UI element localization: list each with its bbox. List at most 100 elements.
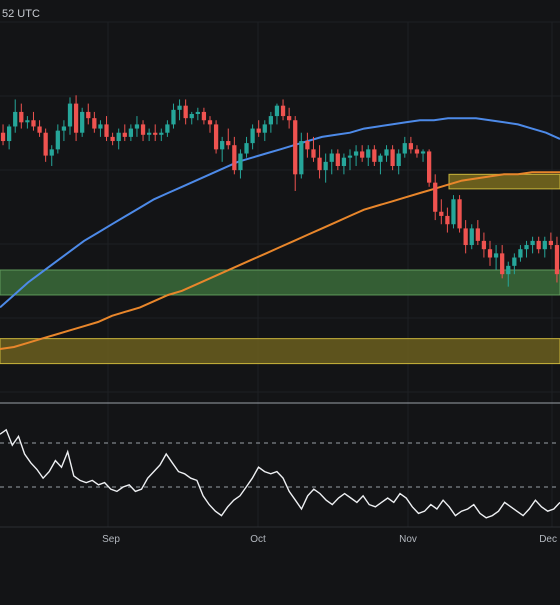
- candle: [232, 136, 237, 175]
- candle: [128, 124, 133, 142]
- candle: [238, 149, 243, 179]
- candle: [329, 149, 334, 175]
- candle: [98, 120, 103, 137]
- candle: [280, 99, 286, 121]
- price-zones: [0, 173, 560, 365]
- candle: [347, 149, 353, 171]
- candle: [402, 136, 407, 158]
- candle: [226, 128, 231, 150]
- candle: [165, 120, 170, 137]
- candle: [463, 220, 468, 254]
- candle: [213, 120, 219, 154]
- candle: [548, 232, 553, 250]
- candle: [134, 116, 140, 137]
- candle: [341, 153, 347, 175]
- candle: [396, 149, 401, 175]
- candle: [414, 145, 420, 158]
- price-zone-2: [448, 173, 560, 190]
- candle: [256, 120, 261, 137]
- candle: [183, 99, 188, 125]
- candle: [445, 207, 450, 233]
- candle: [177, 99, 182, 121]
- candle: [67, 97, 73, 135]
- candle: [189, 111, 194, 125]
- candle: [487, 240, 493, 266]
- candle: [299, 132, 304, 179]
- candle: [530, 236, 535, 254]
- moving-averages: [0, 117, 560, 350]
- candle: [61, 120, 67, 142]
- candle: [110, 132, 115, 146]
- candle: [7, 124, 12, 150]
- candle: [73, 95, 79, 142]
- oscillator-pane: [0, 428, 560, 519]
- candle: [335, 149, 340, 171]
- candle: [433, 174, 438, 221]
- x-tick-label: Nov: [399, 534, 417, 545]
- candle: [268, 111, 273, 133]
- moving-average-blue: [0, 117, 560, 309]
- candle: [323, 153, 328, 183]
- x-tick-label: Sep: [102, 534, 120, 545]
- candle: [378, 153, 383, 175]
- candle: [201, 107, 207, 125]
- candle: [493, 245, 499, 270]
- candle: [293, 116, 298, 191]
- candle: [49, 145, 54, 166]
- candle: [506, 261, 511, 287]
- candle: [116, 128, 121, 150]
- candle: [384, 145, 389, 162]
- candle: [122, 124, 127, 142]
- candle: [274, 103, 280, 125]
- candle: [408, 136, 413, 154]
- grid: [0, 21, 560, 527]
- header-timestamp: 52 UTC: [2, 8, 40, 20]
- candle: [80, 107, 85, 137]
- candle: [86, 103, 91, 125]
- candle: [19, 103, 24, 129]
- candle: [31, 111, 36, 131]
- candle: [518, 245, 523, 262]
- candle: [311, 136, 316, 162]
- candle: [13, 99, 18, 133]
- candle: [427, 149, 432, 187]
- candle: [104, 116, 109, 142]
- candle: [250, 124, 255, 150]
- candle: [287, 107, 292, 129]
- candle: [55, 124, 60, 154]
- candle: [207, 116, 213, 133]
- candle: [220, 136, 225, 162]
- candle: [353, 145, 359, 166]
- candle: [542, 236, 547, 258]
- price-zone-1: [0, 338, 560, 365]
- candle: [360, 145, 365, 162]
- time-axis: Sep Oct Nov Dec: [102, 534, 557, 545]
- x-tick-label: Dec: [539, 534, 557, 545]
- price-zone-0: [0, 269, 560, 296]
- candle: [554, 236, 560, 283]
- candle: [469, 224, 474, 250]
- candle: [536, 236, 541, 254]
- candle: [475, 220, 480, 246]
- candle: [305, 132, 310, 158]
- moving-average-orange: [0, 171, 560, 350]
- candle: [439, 199, 444, 225]
- candle: [512, 253, 517, 275]
- candle: [0, 124, 6, 146]
- candle: [366, 145, 371, 166]
- candle: [390, 145, 395, 171]
- candle: [153, 124, 158, 142]
- candle: [195, 107, 200, 121]
- candle: [159, 128, 164, 142]
- candle: [244, 136, 249, 158]
- candle: [317, 145, 322, 179]
- candle: [262, 120, 267, 142]
- candle: [92, 111, 97, 133]
- candle: [500, 245, 505, 279]
- candle: [171, 103, 176, 129]
- candle: [37, 120, 42, 137]
- candle: [481, 232, 487, 258]
- candle: [140, 120, 146, 142]
